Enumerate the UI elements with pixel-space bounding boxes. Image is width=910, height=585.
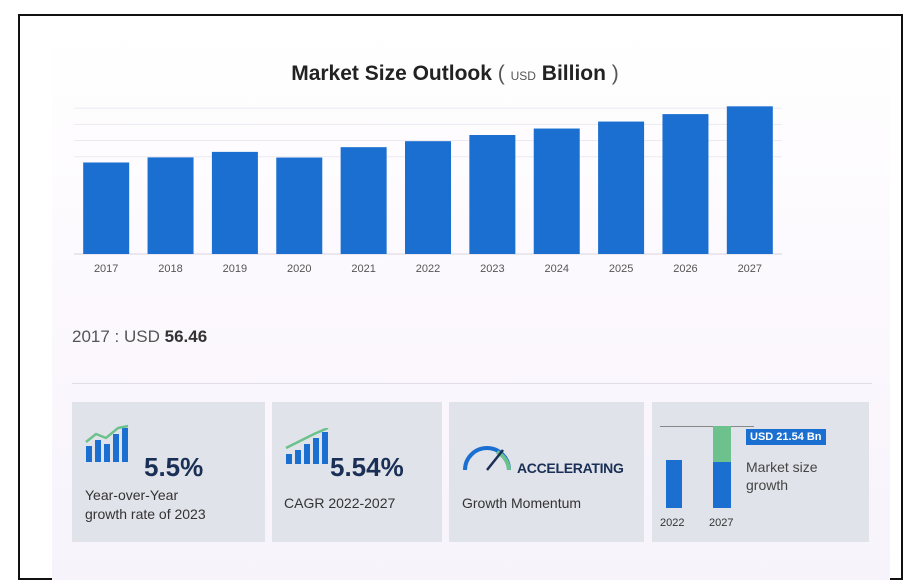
cagr-value: 5.54%: [330, 452, 404, 482]
rising-bars-icon: [285, 428, 329, 464]
bar-2026: [662, 114, 709, 255]
mini-chart-line: [660, 426, 754, 427]
x-tick-label: 2018: [158, 263, 182, 275]
card-cagr: 5.54% CAGR 2022-2027: [272, 402, 442, 542]
bar-2018: [147, 157, 194, 254]
bar-2023: [469, 135, 516, 254]
section-divider: [72, 383, 872, 384]
x-tick-label: 2024: [544, 263, 568, 275]
momentum-label: Growth Momentum: [462, 495, 582, 511]
growth-label-line1: Market size: [746, 459, 818, 475]
chart-title: Market Size Outlook ( USD Billion ): [0, 62, 910, 86]
growth-label-line2: growth: [746, 477, 789, 493]
bar-2025: [598, 121, 645, 254]
bar-2021: [340, 147, 387, 254]
card-momentum: ACCELERATING Growth Momentum: [449, 402, 644, 542]
mini-bar-2027-growth: [713, 426, 731, 462]
cagr-label: CAGR 2022-2027: [284, 495, 396, 511]
card-market-growth: 2022 2027 USD 21.54 Bn Market size growt…: [652, 402, 869, 542]
x-tick-label: 2019: [223, 263, 247, 275]
title-main: Market Size Outlook: [291, 62, 492, 85]
title-unit: ( USD Billion ): [497, 62, 619, 85]
speedometer-icon: [463, 446, 511, 471]
growth-bars-icon: [85, 424, 129, 462]
x-tick-label: 2020: [287, 263, 311, 275]
mini-bar-2027-base: [713, 462, 731, 508]
mini-bar-2022: [666, 460, 682, 508]
base-year-value: 56.46: [164, 327, 208, 346]
yoy-label-line2: growth rate of 2023: [85, 506, 206, 522]
momentum-value: ACCELERATING: [517, 460, 624, 476]
base-year-label: 2017 : USD 56.46: [72, 327, 208, 346]
yoy-label-line1: Year-over-Year: [85, 487, 179, 503]
growth-badge: USD 21.54 Bn: [746, 429, 826, 445]
x-tick-label: 2025: [609, 263, 633, 275]
bar-2019: [211, 151, 258, 254]
bar-2024: [533, 128, 580, 254]
x-tick-label: 2023: [480, 263, 504, 275]
mini-year-2027: 2027: [709, 517, 734, 529]
x-tick-label: 2026: [673, 263, 697, 275]
bar-2020: [276, 157, 323, 254]
bar-2027: [726, 106, 773, 254]
x-tick-label: 2017: [94, 263, 118, 275]
mini-year-2022: 2022: [660, 517, 685, 529]
x-tick-label: 2021: [351, 263, 375, 275]
bar-2022: [405, 141, 451, 254]
x-tick-label: 2022: [416, 263, 440, 275]
x-tick-label: 2027: [738, 263, 762, 275]
bar-2017: [83, 162, 130, 254]
card-yoy: 5.5% Year-over-Year growth rate of 2023: [72, 402, 265, 542]
yoy-value: 5.5%: [144, 452, 204, 482]
